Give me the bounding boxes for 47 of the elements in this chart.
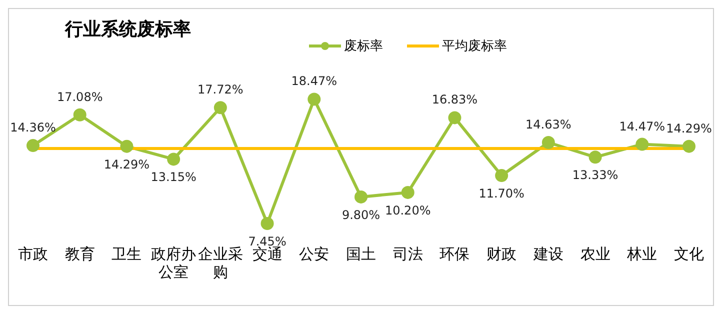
point — [401, 186, 414, 199]
data-label: 9.80% — [342, 208, 380, 222]
data-label: 13.33% — [572, 168, 618, 182]
data-label: 13.15% — [150, 170, 196, 184]
point — [120, 140, 134, 153]
data-label: 17.08% — [56, 90, 103, 104]
point — [308, 92, 321, 106]
data-label: 17.72% — [198, 82, 244, 97]
point — [260, 216, 274, 230]
data-label: 14.29% — [666, 121, 712, 136]
x-tick-label: 卫生 — [112, 245, 142, 263]
point — [682, 140, 696, 153]
point — [588, 150, 602, 164]
data-label: 14.63% — [526, 117, 572, 132]
point — [495, 169, 508, 182]
point — [214, 101, 227, 114]
legend-label: 废标率 — [343, 38, 383, 55]
data-label: 11.70% — [478, 186, 524, 201]
legend-label: 平均废标率 — [441, 38, 507, 55]
x-tick-label: 文化 — [674, 245, 704, 263]
data-label: 18.47% — [291, 74, 338, 88]
x-tick-label: 企业采购 — [198, 245, 243, 281]
x-tick-label: 市政 — [18, 245, 48, 263]
x-tick-label: 交通 — [252, 245, 282, 263]
x-tick-label: 国土 — [346, 245, 376, 263]
point — [73, 108, 86, 122]
point — [542, 136, 555, 149]
point — [354, 190, 368, 204]
x-tick-label: 林业 — [626, 245, 658, 263]
data-label: 16.83% — [432, 92, 478, 107]
data-label: 14.36% — [10, 120, 56, 135]
data-label: 14.47% — [619, 119, 666, 134]
data-label: 14.29% — [104, 157, 150, 172]
x-tick-label: 财政 — [486, 245, 517, 263]
x-tick-label: 政府办公室 — [151, 245, 196, 281]
point — [26, 139, 40, 152]
x-tick-label: 农业 — [580, 245, 610, 263]
x-tick-label: 环保 — [440, 245, 470, 263]
data-label: 10.20% — [384, 203, 431, 218]
chart-title: 行业系统废标率 — [65, 18, 191, 41]
x-tick-label: 教育 — [64, 245, 95, 263]
x-tick-label: 公安 — [299, 245, 330, 263]
x-tick-label: 司法 — [392, 245, 423, 263]
point — [636, 138, 649, 151]
point — [448, 111, 462, 124]
point — [167, 152, 180, 166]
x-tick-label: 建设 — [532, 245, 564, 263]
